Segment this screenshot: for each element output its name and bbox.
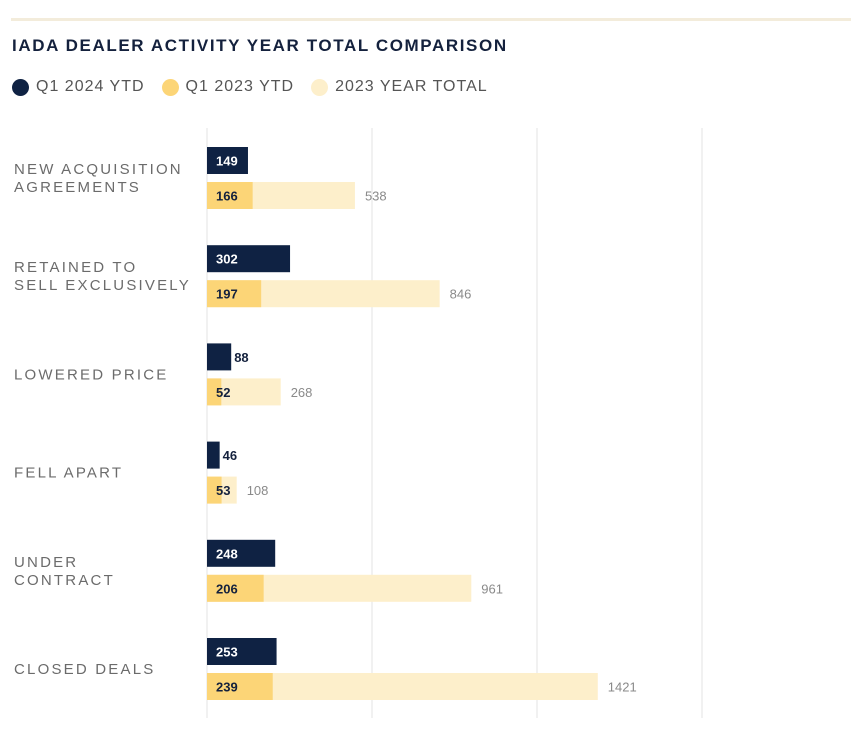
bar-q1-2024 — [207, 147, 248, 174]
legend-label-2023-total: 2023 YEAR TOTAL — [335, 78, 488, 95]
chart-title: IADA DEALER ACTIVITY YEAR TOTAL COMPARIS… — [12, 36, 508, 55]
data-label-q1-2024: 302 — [216, 252, 238, 267]
category-label: SELL EXCLUSIVELY — [14, 277, 191, 294]
legend-item-q1-2024: Q1 2024 YTD — [12, 78, 145, 96]
data-label-q1-2023: 53 — [216, 483, 230, 498]
category-label: UNDER — [14, 554, 78, 571]
data-label-2023-year-total: 268 — [291, 385, 313, 400]
data-label-q1-2023: 166 — [216, 189, 238, 204]
legend-swatch-q1-2024 — [12, 78, 29, 96]
legend-label-q1-2024: Q1 2024 YTD — [36, 78, 145, 95]
category-label: CONTRACT — [14, 572, 115, 589]
legend-swatch-q1-2023 — [161, 78, 179, 96]
data-label-q1-2024: 46 — [223, 448, 237, 463]
bar-q1-2024 — [207, 343, 232, 371]
bar-q1-2023 — [207, 378, 222, 406]
legend-item-q1-2023: Q1 2023 YTD — [161, 78, 295, 96]
data-label-q1-2024: 149 — [216, 154, 238, 169]
data-label-q1-2023: 206 — [216, 581, 238, 596]
bar-q1-2024 — [207, 441, 220, 469]
legend-item-2023-total: 2023 YEAR TOTAL — [311, 78, 488, 96]
data-label-2023-year-total: 538 — [365, 189, 387, 204]
bar-q1-2023 — [207, 673, 273, 700]
category-label: RETAINED TO — [14, 259, 137, 276]
data-label-q1-2023: 197 — [216, 287, 238, 302]
legend-label-q1-2023: Q1 2023 YTD — [185, 78, 295, 95]
category-label: CLOSED DEALS — [14, 661, 155, 678]
bar-q1-2024 — [207, 539, 276, 567]
data-label-q1-2024: 248 — [216, 546, 238, 561]
data-label-q1-2024: 253 — [216, 645, 238, 660]
data-label-2023-year-total: 961 — [481, 581, 503, 596]
data-label-q1-2023: 239 — [216, 680, 238, 695]
bar-q1-2023 — [207, 280, 262, 308]
bar-q1-2023 — [207, 476, 222, 504]
legend-swatch-2023-total — [311, 78, 329, 96]
bar-q1-2024 — [207, 638, 277, 665]
bar-q1-2023 — [207, 182, 253, 209]
data-label-2023-year-total: 1421 — [608, 680, 637, 695]
data-label-2023-year-total: 108 — [247, 483, 269, 498]
data-label-2023-year-total: 846 — [450, 287, 472, 302]
legend: Q1 2024 YTD Q1 2023 YTD 2023 YEAR TOTAL — [12, 78, 505, 96]
top-divider — [11, 18, 851, 21]
bar-q1-2023 — [207, 574, 264, 602]
category-label: NEW ACQUISITION — [14, 161, 183, 178]
data-label-q1-2024: 88 — [234, 350, 248, 365]
bar-q1-2024 — [207, 245, 291, 273]
category-label: LOWERED PRICE — [14, 366, 168, 383]
data-label-q1-2023: 52 — [216, 385, 230, 400]
category-label: AGREEMENTS — [14, 179, 141, 196]
category-label: FELL APART — [14, 465, 123, 482]
